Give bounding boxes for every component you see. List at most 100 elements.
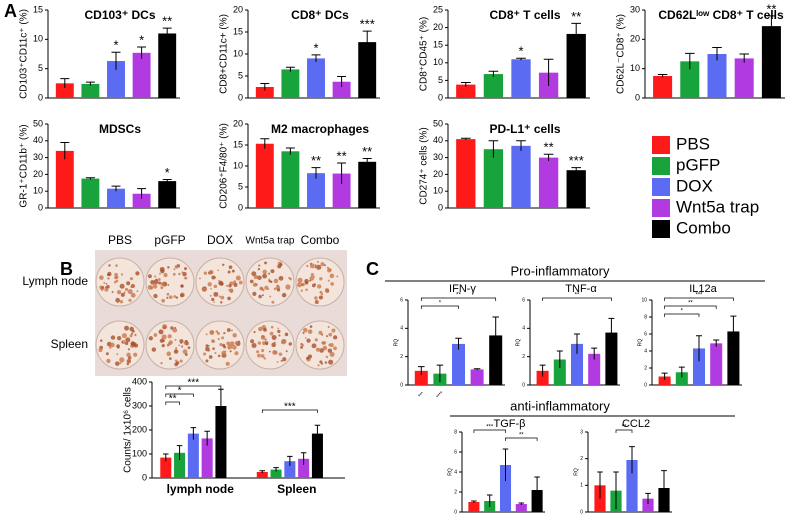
y-tick-label: 5: [238, 70, 243, 80]
spot: [121, 340, 126, 345]
spot: [263, 327, 267, 332]
spot: [315, 347, 321, 352]
spot: [228, 284, 232, 288]
spot: [173, 349, 179, 354]
spot: [264, 338, 267, 341]
spot: [181, 345, 184, 348]
significance-label: ***: [188, 378, 200, 389]
error-bar: [661, 470, 667, 506]
error-bar: [418, 366, 425, 376]
error-bar: [176, 445, 183, 460]
spot: [205, 346, 210, 352]
spot: [331, 328, 336, 333]
spot: [161, 298, 166, 303]
spot: [257, 341, 262, 345]
spot: [251, 271, 257, 277]
chart-title: CD8⁺ DCs: [291, 8, 349, 22]
spot: [211, 297, 215, 302]
significance-label: **: [337, 148, 347, 163]
spot: [273, 341, 276, 344]
spot: [210, 330, 215, 335]
spot: [314, 266, 317, 269]
bar: [307, 58, 325, 98]
significance-label: *: [313, 40, 318, 55]
spot: [114, 276, 118, 280]
spot: [324, 361, 328, 364]
spot: [103, 281, 106, 284]
bar: [107, 61, 125, 98]
error-bar: [260, 138, 270, 149]
spot: [333, 335, 338, 340]
spot: [222, 263, 225, 266]
spot: [304, 281, 309, 285]
error-bar: [488, 70, 499, 77]
spot: [152, 283, 158, 289]
spot: [153, 333, 158, 337]
spot: [302, 327, 308, 333]
error-bar: [85, 177, 95, 180]
error-bar: [259, 470, 266, 474]
spot: [115, 297, 121, 303]
significance-label: ***: [695, 293, 703, 299]
spot: [113, 280, 117, 284]
y-tick-label: 0: [238, 92, 243, 102]
spot: [130, 285, 133, 289]
spot: [313, 275, 316, 278]
spot: [320, 262, 325, 267]
bar: [710, 343, 723, 385]
error-bar: [730, 315, 737, 347]
y-tick-label: 0: [38, 202, 43, 212]
legend-label: Wnt5a trap: [676, 197, 759, 216]
spot: [325, 355, 329, 359]
chart-title: TGF-β: [494, 418, 526, 430]
y-tick-label: 0: [438, 92, 443, 102]
spot: [182, 271, 187, 277]
spot: [147, 274, 152, 279]
significance-label: **: [169, 394, 177, 405]
y-axis-label: CD274⁺ cells (%): [419, 127, 430, 205]
error-bar: [713, 339, 720, 347]
y-tick-label: 8: [454, 429, 457, 435]
error-bar: [556, 350, 563, 368]
spot: [311, 343, 317, 349]
spot: [317, 364, 320, 367]
error-bar: [111, 185, 121, 192]
spot: [182, 349, 188, 355]
error-bar: [502, 448, 509, 481]
spot: [309, 276, 315, 281]
bar: [538, 157, 559, 208]
y-tick-label: 3: [580, 429, 583, 435]
spot: [123, 291, 126, 294]
spot: [309, 325, 313, 328]
y-tick-label: 6: [644, 331, 647, 337]
spot: [309, 263, 315, 269]
spot: [314, 264, 317, 267]
column-label: DOX: [207, 233, 233, 247]
spot: [314, 296, 318, 300]
error-bar: [539, 364, 546, 377]
y-tick-label: 15: [233, 26, 243, 36]
y-tick-label: 6: [522, 297, 525, 303]
error-bar: [573, 333, 581, 354]
spot: [257, 267, 261, 271]
spot: [187, 346, 191, 350]
spot: [309, 279, 312, 282]
spot: [224, 350, 227, 353]
spot: [229, 341, 235, 347]
spot: [279, 263, 283, 267]
bar: [187, 433, 199, 478]
spot: [98, 348, 103, 353]
bar: [489, 335, 503, 385]
spot: [121, 284, 123, 287]
spot: [162, 339, 165, 343]
bar: [358, 161, 377, 208]
spot: [306, 338, 311, 343]
bar: [658, 376, 671, 385]
error-bar: [285, 147, 295, 155]
spot: [276, 361, 279, 363]
spot: [253, 330, 256, 334]
panel-label: B: [60, 259, 73, 279]
spot: [160, 269, 165, 274]
y-axis-label: RQ: [573, 468, 579, 476]
y-tick-label: 2: [580, 456, 583, 462]
